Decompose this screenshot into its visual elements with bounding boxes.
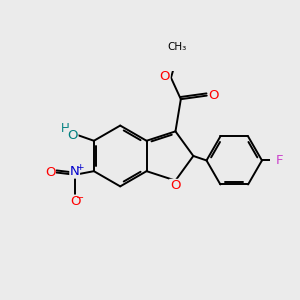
Text: −: −	[76, 193, 85, 203]
Text: N: N	[70, 165, 80, 178]
Text: O: O	[160, 70, 170, 83]
Text: CH₃: CH₃	[168, 42, 187, 52]
Text: O: O	[208, 89, 218, 102]
Text: O: O	[45, 166, 55, 178]
Text: H: H	[61, 122, 69, 135]
Text: O: O	[70, 195, 80, 208]
Text: +: +	[76, 163, 83, 172]
Text: O: O	[68, 128, 78, 142]
Text: F: F	[276, 154, 283, 167]
Text: O: O	[170, 179, 180, 192]
